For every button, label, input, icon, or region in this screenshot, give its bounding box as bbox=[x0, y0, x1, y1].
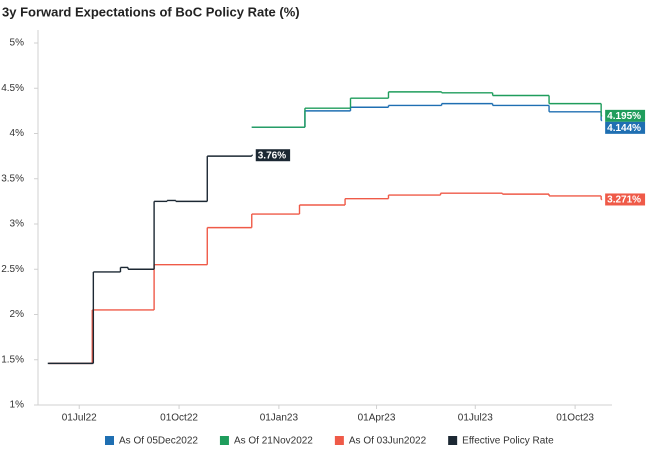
y-tick-label: 2.5% bbox=[1, 264, 24, 275]
x-tick-label: 01Jul22 bbox=[62, 413, 97, 424]
value-label-text: 4.144% bbox=[607, 123, 641, 134]
x-tick-label: 01Jan23 bbox=[260, 413, 299, 424]
series-line bbox=[48, 192, 603, 365]
x-tick-label: 01Oct22 bbox=[160, 413, 198, 424]
value-label-bg bbox=[605, 109, 646, 122]
value-label-bg bbox=[255, 149, 291, 162]
series-line bbox=[47, 154, 253, 365]
legend-swatch bbox=[448, 436, 458, 445]
value-label: 3.271% bbox=[605, 193, 646, 206]
value-label-bg bbox=[605, 193, 646, 206]
value-label: 3.76% bbox=[255, 149, 291, 162]
y-tick-label: 3% bbox=[10, 219, 25, 230]
value-label-text: 3.271% bbox=[607, 195, 641, 206]
y-tick-label: 1.5% bbox=[1, 354, 24, 365]
legend-swatch bbox=[219, 436, 229, 445]
legend-swatch bbox=[105, 436, 114, 445]
x-tick-label: 01Apr23 bbox=[358, 413, 396, 424]
legend-label: As Of 03Jun2022 bbox=[349, 436, 427, 447]
legend-label: As Of 21Nov2022 bbox=[234, 436, 313, 447]
value-label-text: 4.195% bbox=[607, 111, 641, 122]
y-tick-label: 5% bbox=[10, 38, 25, 49]
value-label-text: 3.76% bbox=[258, 150, 286, 161]
legend-label: As Of 05Dec2022 bbox=[119, 436, 198, 447]
y-tick-label: 3.5% bbox=[1, 173, 24, 184]
y-tick-label: 4.5% bbox=[1, 83, 24, 94]
chart-title: 3y Forward Expectations of BoC Policy Ra… bbox=[2, 4, 300, 19]
series-line bbox=[251, 91, 603, 128]
value-label: 4.144% bbox=[605, 121, 646, 134]
value-label-bg bbox=[605, 121, 646, 134]
x-tick-label: 01Jul23 bbox=[458, 413, 493, 424]
legend-swatch bbox=[334, 436, 344, 445]
legend-label: Effective Policy Rate bbox=[462, 436, 554, 447]
y-tick-label: 4% bbox=[10, 128, 25, 139]
y-tick-label: 2% bbox=[10, 309, 25, 320]
legend: As Of 05Dec2022 As Of 21Nov2022 As Of 03Ju… bbox=[105, 436, 554, 447]
value-label: 4.195% bbox=[605, 109, 646, 122]
y-tick-label: 1% bbox=[10, 400, 25, 411]
x-tick-label: 01Oct23 bbox=[556, 413, 594, 424]
